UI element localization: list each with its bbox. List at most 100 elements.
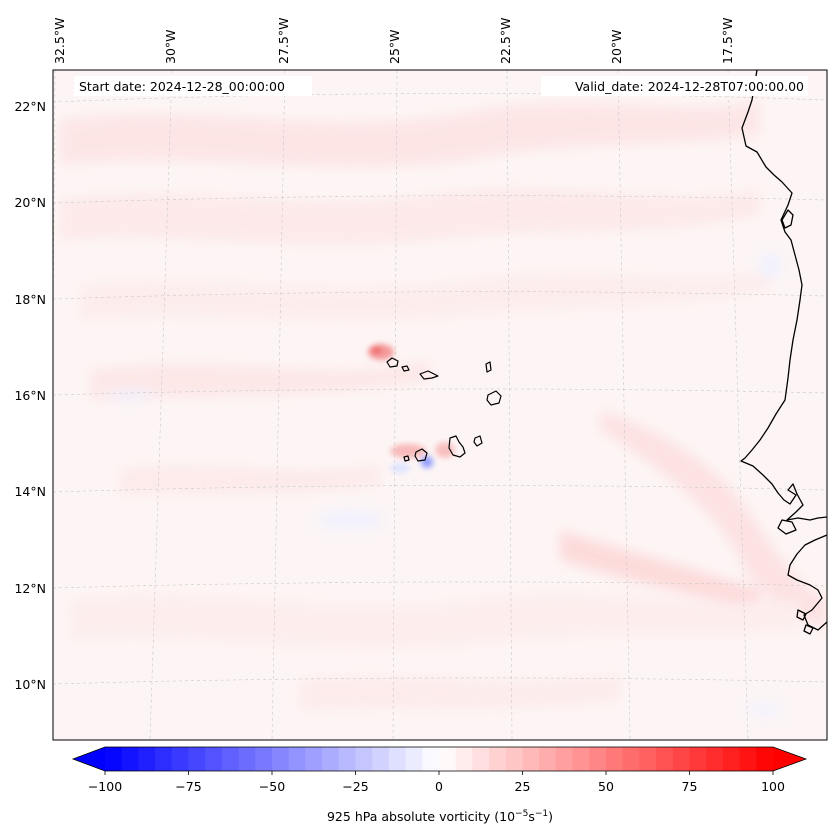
field-blob <box>745 703 785 717</box>
colorbar-segment <box>622 747 640 771</box>
field-blob <box>370 346 382 354</box>
gridline-lon <box>392 70 398 740</box>
field-band <box>70 593 800 650</box>
colorbar-tick-label: −75 <box>175 779 201 794</box>
gridline-lon <box>506 70 513 740</box>
lat-label: 12°N <box>14 581 46 596</box>
gridline-lat <box>53 677 827 685</box>
island-sal <box>485 361 492 373</box>
colorbar-tick-label: −25 <box>342 779 368 794</box>
gridline-lat <box>53 388 827 396</box>
colorbar-segment <box>121 747 139 771</box>
colorbar-segment <box>656 747 674 771</box>
island-sao-nicolau <box>419 370 439 380</box>
lat-label: 22°N <box>14 99 46 114</box>
coastline <box>740 70 827 635</box>
colorbar-segment <box>706 747 724 771</box>
colorbar-segment <box>756 747 774 771</box>
lon-label: 20°W <box>609 29 624 64</box>
colorbar-segment <box>672 747 691 771</box>
colorbar-segment <box>505 747 524 771</box>
colorbar-segment <box>689 747 707 771</box>
colorbar-segment <box>439 747 457 771</box>
lon-label: 32.5°W <box>52 18 67 64</box>
colorbar-label-mid: s <box>528 809 535 824</box>
latitude-labels: 22°N 20°N 18°N 16°N 14°N 12°N 10°N <box>14 99 46 692</box>
field-blob <box>315 510 385 530</box>
colorbar-ticks: −100 −75 −50 −25 0 25 50 75 100 <box>88 771 785 794</box>
colorbar-segment <box>422 747 440 771</box>
colorbar-segment <box>205 747 223 771</box>
negative-vorticity-patches <box>105 251 785 717</box>
vorticity-field-patches <box>60 100 827 710</box>
colorbar-segment <box>555 747 574 771</box>
island-santiago <box>448 435 466 458</box>
colorbar-extend-low <box>73 747 105 771</box>
gridline-lat <box>53 93 827 103</box>
gridline-lon <box>271 70 286 740</box>
colorbar-segment <box>455 747 473 771</box>
field-blob <box>435 442 455 458</box>
colorbar-segment <box>255 747 273 771</box>
field-band <box>60 188 760 245</box>
lat-label: 18°N <box>14 292 46 307</box>
colorbar-segment <box>188 747 206 771</box>
island-brava <box>403 455 410 462</box>
colorbar-segment <box>405 747 423 771</box>
lat-label: 16°N <box>14 388 46 403</box>
start-date-box <box>74 76 312 96</box>
colorbar-segment <box>221 747 240 771</box>
colorbar-segment <box>639 747 657 771</box>
field-band <box>600 410 827 630</box>
colorbar-label-suffix: ) <box>548 809 553 824</box>
lat-label: 14°N <box>14 484 46 499</box>
colorbar-segment <box>138 747 156 771</box>
colorbar-segment <box>739 747 757 771</box>
colorbar-segment <box>722 747 741 771</box>
map-frame <box>52 69 828 741</box>
cape-verde-islands <box>386 357 502 462</box>
lon-label: 17.5°W <box>720 18 735 64</box>
lon-label: 27.5°W <box>276 18 291 64</box>
field-band <box>90 360 430 400</box>
field-blob <box>421 456 433 468</box>
colorbar-tick-label: 0 <box>435 779 443 794</box>
colorbar-tick-label: −100 <box>88 779 122 794</box>
gridline-lon <box>617 70 631 740</box>
colorbar-segment <box>572 747 590 771</box>
colorbar-tick-label: 25 <box>515 779 531 794</box>
colorbar-segment <box>105 747 123 771</box>
colorbar-label-exp2: −1 <box>535 809 548 819</box>
gridline-lat <box>53 195 827 204</box>
lat-label: 10°N <box>14 677 46 692</box>
gridline-lon <box>149 70 173 740</box>
colorbar-segment <box>238 747 256 771</box>
colorbar-segment <box>288 747 306 771</box>
colorbar-label: 925 hPa absolute vorticity (10−5s−1) <box>327 809 553 824</box>
valid-date-box <box>541 76 808 96</box>
lon-label: 25°W <box>387 29 402 64</box>
island-maio <box>473 435 483 447</box>
colorbar-segment <box>589 747 607 771</box>
field-blob <box>390 444 426 458</box>
field-band <box>300 675 620 710</box>
colorbar-tick-label: −50 <box>259 779 285 794</box>
colorbar: −100 −75 −50 −25 0 25 50 75 100 925 hPa absolute… <box>71 746 808 824</box>
colorbar-tick-label: 100 <box>761 779 785 794</box>
colorbar-segment <box>522 747 540 771</box>
colorbar-segment <box>388 747 407 771</box>
island-vorticity-features <box>368 344 455 473</box>
map-panel <box>53 70 827 740</box>
island-fogo <box>414 448 428 462</box>
colorbar-segment <box>489 747 507 771</box>
field-band <box>560 530 760 610</box>
field-band <box>80 270 770 321</box>
africa-coastline <box>787 534 827 631</box>
colorbar-segment <box>355 747 373 771</box>
colorbar-label-prefix: 925 hPa absolute vorticity (10 <box>327 809 515 824</box>
coast-islet <box>803 624 814 635</box>
colorbar-segment <box>338 747 357 771</box>
colorbar-segment <box>472 747 490 771</box>
colorbar-segment <box>155 747 173 771</box>
